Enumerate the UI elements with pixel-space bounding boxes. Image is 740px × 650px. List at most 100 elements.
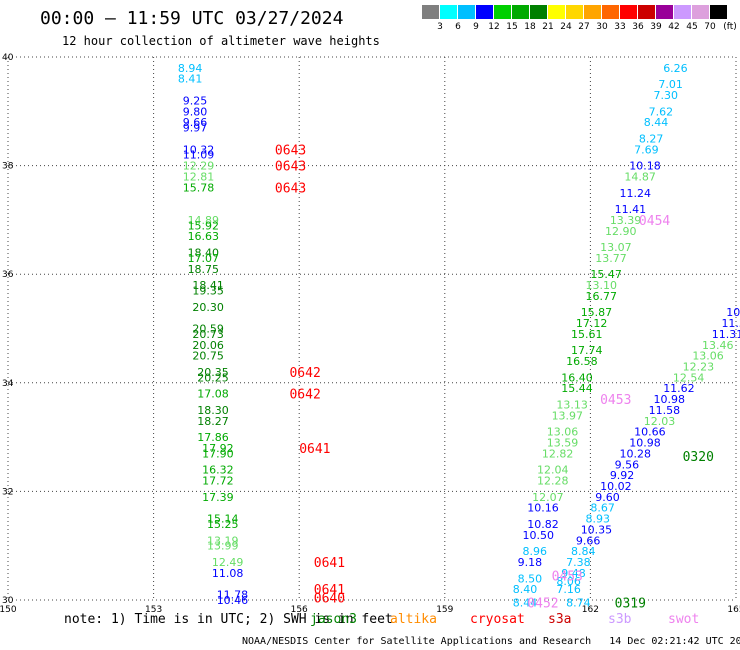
wave-height-label: 16.40 bbox=[561, 371, 593, 384]
y-tick-label: 34 bbox=[2, 379, 14, 389]
legend-unit: (ft) bbox=[723, 22, 737, 32]
wave-height-label: 18.40 bbox=[188, 246, 220, 259]
wave-height-label: 7.30 bbox=[653, 89, 678, 102]
x-tick-label: 156 bbox=[291, 605, 308, 615]
pass-time-label: 0319 bbox=[615, 597, 646, 612]
wave-height-label: 13.39 bbox=[610, 214, 642, 227]
wave-height-label: 17.92 bbox=[202, 442, 234, 455]
wave-height-label: 20.06 bbox=[192, 339, 224, 352]
wave-height-label: 13.19 bbox=[207, 534, 239, 547]
legend-swatch bbox=[494, 5, 512, 19]
chart-title: 00:00 – 11:59 UTC 03/27/2024 bbox=[40, 8, 344, 29]
legend-swatch bbox=[602, 5, 620, 19]
wave-height-label: 11.78 bbox=[217, 589, 249, 602]
legend-swatch bbox=[584, 5, 602, 19]
wave-height-label: 11.31 bbox=[712, 328, 740, 341]
legend-swatch bbox=[476, 5, 494, 19]
pass-time-label: 0641 bbox=[314, 556, 345, 571]
wave-height-label: 8.50 bbox=[518, 572, 543, 585]
legend-level-label: 30 bbox=[596, 22, 608, 32]
wave-height-label: 12.23 bbox=[683, 361, 715, 374]
legend-swatch bbox=[440, 5, 458, 19]
pass-time-label: 0454 bbox=[639, 214, 670, 229]
wave-height-label: 13.77 bbox=[595, 252, 627, 265]
wave-height-label: 13.06 bbox=[692, 350, 724, 363]
legend-swatch bbox=[656, 5, 674, 19]
pass-time-label: 0453 bbox=[600, 393, 631, 408]
wave-height-label: 10.02 bbox=[600, 480, 632, 493]
wave-height-label: 11.39 bbox=[721, 317, 740, 330]
wave-height-label: 17.07 bbox=[188, 252, 220, 265]
pass-time-label: 0641 bbox=[314, 583, 345, 598]
wave-height-label: 16.77 bbox=[586, 290, 618, 303]
y-tick-label: 32 bbox=[2, 487, 13, 497]
wave-height-label: 8.84 bbox=[571, 545, 596, 558]
wave-height-label: 20.59 bbox=[192, 323, 224, 336]
wave-height-label: 11.08 bbox=[212, 567, 244, 580]
legend-level-label: 18 bbox=[524, 22, 536, 32]
wave-height-label: 15.78 bbox=[183, 181, 215, 194]
pass-time-label: 0453 bbox=[552, 570, 583, 585]
wave-height-label: 9.66 bbox=[183, 116, 208, 129]
wave-height-label: 15.25 bbox=[207, 518, 239, 531]
satellite-altika: altika bbox=[390, 612, 437, 627]
legend-level-label: 42 bbox=[668, 22, 680, 32]
wave-height-label: 13.46 bbox=[702, 339, 734, 352]
wave-height-label: 12.82 bbox=[542, 447, 574, 460]
wave-height-label: 7.01 bbox=[658, 78, 683, 91]
satellite-s3a: s3a bbox=[548, 612, 572, 627]
legend-level-label: 21 bbox=[542, 22, 554, 32]
wave-height-label: 15.61 bbox=[571, 328, 603, 341]
wave-height-label: 17.72 bbox=[202, 475, 234, 488]
wave-height-label: 20.35 bbox=[197, 366, 229, 379]
wave-height-label: 8.44 bbox=[644, 116, 669, 129]
legend-level-label: 70 bbox=[704, 22, 716, 32]
wave-height-label: 19.35 bbox=[192, 284, 224, 297]
satellite-cryosat: cryosat bbox=[470, 612, 525, 627]
legend-level-label: 36 bbox=[632, 22, 644, 32]
x-tick-label: 162 bbox=[582, 605, 599, 615]
wave-height-label: 13.13 bbox=[556, 399, 588, 412]
wave-height-label: 8.40 bbox=[513, 583, 538, 596]
pass-time-label: 0643 bbox=[275, 160, 306, 175]
pass-time-label: 0643 bbox=[275, 143, 306, 158]
wave-height-label: 17.90 bbox=[202, 447, 234, 460]
wave-height-label: 17.08 bbox=[197, 388, 229, 401]
wave-height-label: 11.24 bbox=[620, 187, 652, 200]
wave-height-label: 20.73 bbox=[192, 328, 224, 341]
wave-height-label: 16.63 bbox=[188, 230, 220, 243]
wave-height-label: 12.07 bbox=[532, 491, 564, 504]
wave-height-label: 9.92 bbox=[610, 469, 635, 482]
wave-height-label: 15.47 bbox=[590, 268, 622, 281]
y-tick-label: 40 bbox=[2, 53, 14, 63]
wave-height-label: 9.60 bbox=[595, 491, 620, 504]
wave-height-label: 15.14 bbox=[207, 513, 239, 526]
wave-height-label: 15.92 bbox=[188, 219, 220, 232]
wave-height-label: 9.97 bbox=[183, 122, 208, 135]
wave-height-label: 20.75 bbox=[192, 350, 224, 363]
legend-swatch bbox=[638, 5, 656, 19]
wave-height-label: 10.28 bbox=[620, 447, 652, 460]
wave-height-label: 12.03 bbox=[644, 415, 676, 428]
pass-time-label: 0452 bbox=[527, 597, 558, 612]
wave-height-label: 17.86 bbox=[197, 431, 229, 444]
legend-level-label: 6 bbox=[455, 22, 461, 32]
wave-height-label: 15.44 bbox=[561, 382, 593, 395]
wave-height-label: 12.04 bbox=[537, 464, 569, 477]
wave-height-label: 14.87 bbox=[624, 170, 656, 183]
wave-height-label: 8.93 bbox=[586, 513, 611, 526]
wave-height-label: 10.32 bbox=[183, 143, 215, 156]
wave-height-label: 8.67 bbox=[590, 502, 615, 515]
wave-height-label: 17.39 bbox=[202, 491, 234, 504]
footer-credit: NOAA/NESDIS Center for Satellite Applica… bbox=[242, 636, 740, 647]
legend-level-label: 9 bbox=[473, 22, 479, 32]
wave-height-label: 8.74 bbox=[566, 597, 591, 610]
legend-level-label: 39 bbox=[650, 22, 662, 32]
wave-height-label: 12.54 bbox=[673, 371, 705, 384]
wave-height-label: 14.89 bbox=[188, 214, 220, 227]
pass-time-label: 0643 bbox=[275, 181, 306, 196]
y-tick-label: 38 bbox=[2, 162, 14, 172]
wave-height-label: 18.41 bbox=[192, 279, 224, 292]
wave-height-label: 8.94 bbox=[178, 62, 203, 75]
wave-height-label: 13.99 bbox=[207, 540, 239, 553]
